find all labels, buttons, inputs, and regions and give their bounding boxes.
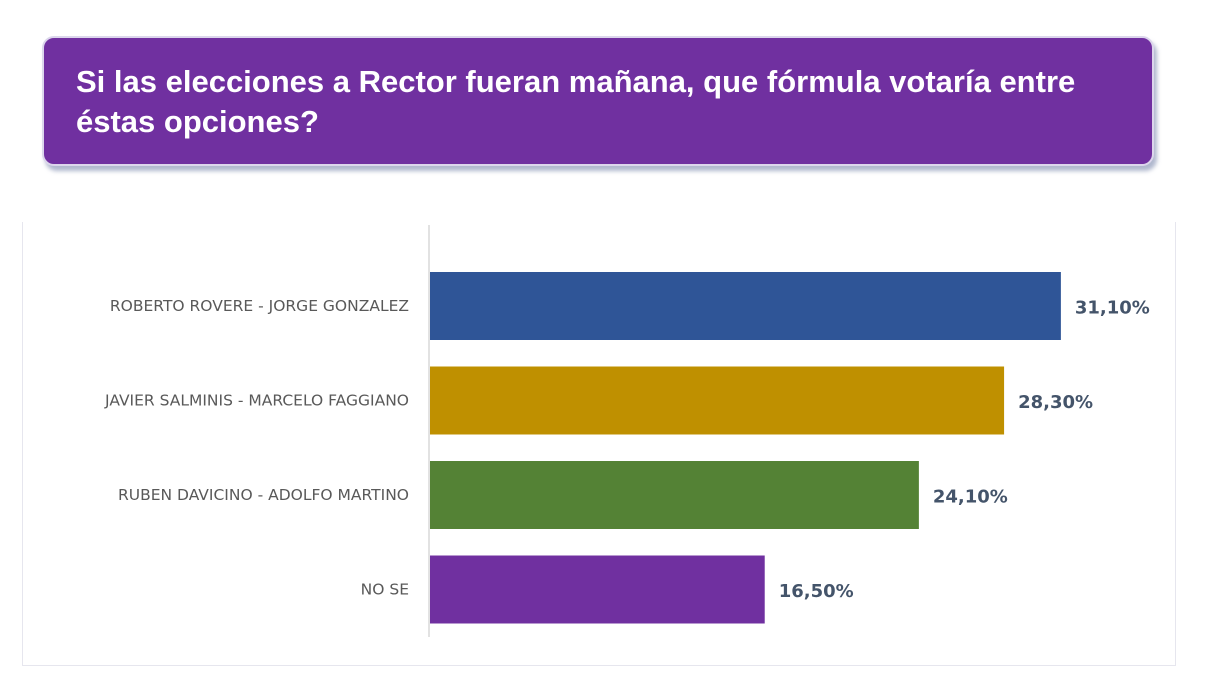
category-label-1: ROBERTO ROVERE - JORGE GONZALEZ xyxy=(110,297,409,315)
category-label-3: RUBEN DAVICINO - ADOLFO MARTINO xyxy=(118,486,409,504)
bar-2 xyxy=(430,366,1005,435)
bar-1 xyxy=(430,272,1061,340)
question-banner: Si las elecciones a Rector fueran mañana… xyxy=(42,36,1154,166)
value-labels: 31,10% 28,30% 24,10% 16,50% xyxy=(779,298,1150,603)
value-label-4: 16,50% xyxy=(779,581,854,602)
category-label-4: NO SE xyxy=(361,581,409,599)
chart-frame xyxy=(22,222,1176,666)
category-labels: ROBERTO ROVERE - JORGE GONZALEZ JAVIER SA… xyxy=(104,297,409,599)
value-label-1: 31,10% xyxy=(1075,298,1150,319)
bars xyxy=(430,272,1061,624)
question-title: Si las elecciones a Rector fueran mañana… xyxy=(76,64,1076,139)
value-label-2: 28,30% xyxy=(1018,392,1093,413)
value-label-3: 24,10% xyxy=(933,487,1008,508)
bar-3 xyxy=(430,461,919,529)
category-label-2: JAVIER SALMINIS - MARCELO FAGGIANO xyxy=(104,392,409,410)
bar-4 xyxy=(430,555,765,624)
